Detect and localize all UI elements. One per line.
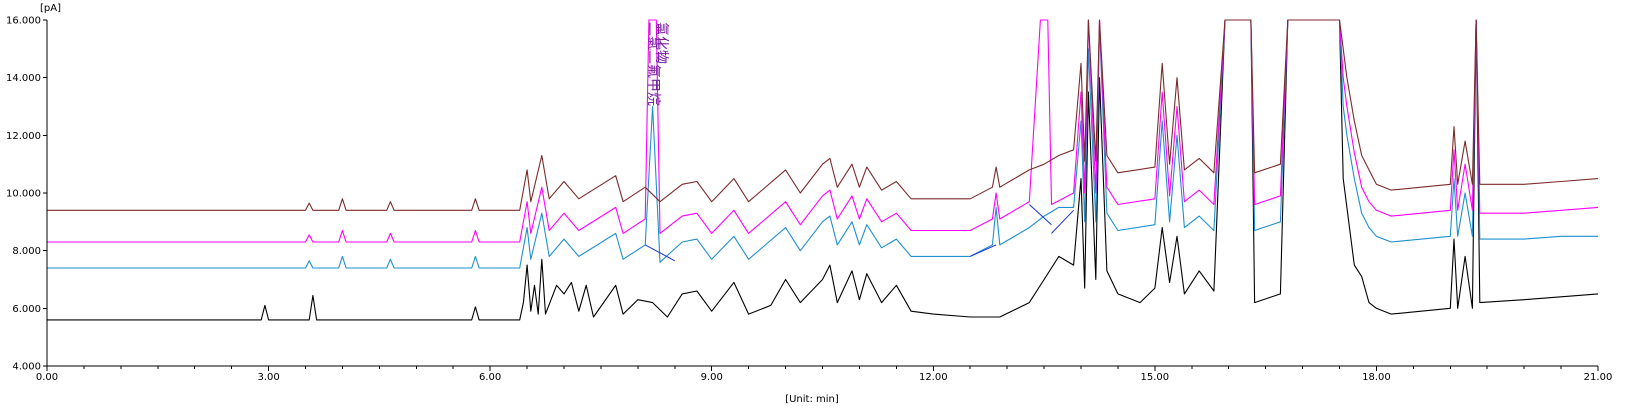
integration-baseline xyxy=(645,244,676,262)
trace-line-2 xyxy=(47,19,1598,269)
x-tick-label: 0.00 xyxy=(36,372,58,383)
y-axis-ticks: 4.000 6.000 8.000 10.000 12.000 14.000 16.000 xyxy=(6,16,47,373)
peak-annotation-2: 氯化物 xyxy=(653,22,669,64)
y-tick-label: 12.000 xyxy=(6,131,41,142)
integration-baseline xyxy=(970,244,997,257)
x-tick-label: 21.00 xyxy=(1584,372,1613,383)
chromatogram-traces xyxy=(47,19,1599,321)
x-tick-label: 3.00 xyxy=(257,372,279,383)
y-tick-label: 10.000 xyxy=(6,189,41,200)
trace-line-1 xyxy=(47,19,1599,321)
y-tick-label: 6.000 xyxy=(12,304,41,315)
trace-line-3 xyxy=(47,19,1599,243)
integration-baseline xyxy=(1051,209,1074,234)
y-tick-label: 4.000 xyxy=(12,362,41,373)
y-axis-label: [pA] xyxy=(40,3,61,14)
x-axis-ticks: 0.00 3.00 6.00 9.00 12.00 15.00 18.00 21.00 xyxy=(36,366,1612,383)
integration-baseline xyxy=(1028,204,1052,226)
x-tick-label: 15.00 xyxy=(1141,372,1170,383)
y-tick-label: 8.000 xyxy=(12,246,41,257)
x-tick-label: 6.00 xyxy=(479,372,501,383)
x-tick-label: 9.00 xyxy=(701,372,723,383)
y-tick-label: 16.000 xyxy=(6,16,41,27)
y-tick-label: 14.000 xyxy=(6,73,41,84)
trace-line-4 xyxy=(47,19,1599,211)
x-tick-label: 12.00 xyxy=(919,372,948,383)
peak-annotation-1: 二氯二氟甲烷 xyxy=(645,22,661,106)
x-tick-label: 18.00 xyxy=(1362,372,1391,383)
x-axis-label: [Unit: min] xyxy=(785,394,839,405)
